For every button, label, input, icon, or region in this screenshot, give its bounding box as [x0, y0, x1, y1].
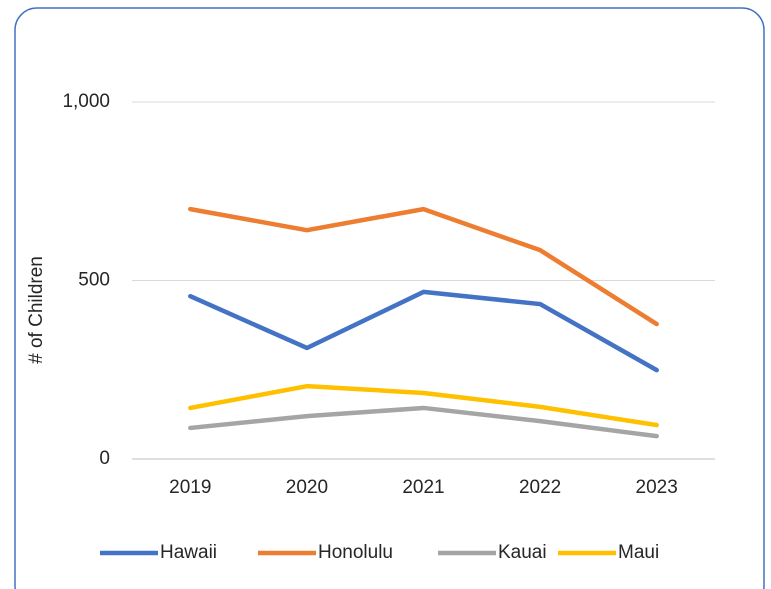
- x-tick-label: 2019: [169, 477, 211, 498]
- x-tick-label: 2020: [286, 477, 328, 498]
- legend-label: Maui: [618, 542, 659, 563]
- y-axis-label: # of Children: [26, 256, 47, 364]
- data-line: [188, 289, 659, 373]
- legend-label: Honolulu: [318, 542, 393, 563]
- chart-border: [14, 7, 765, 589]
- legend-label: Hawaii: [160, 542, 217, 563]
- legend-label: Kauai: [498, 542, 547, 563]
- data-line: [188, 383, 659, 428]
- x-tick-label: 2022: [519, 477, 561, 498]
- data-line: [188, 206, 659, 327]
- x-tick-label: 2021: [402, 477, 444, 498]
- data-line: [188, 405, 659, 439]
- y-tick-label: 0: [99, 448, 110, 469]
- y-tick-label: 500: [78, 270, 110, 291]
- x-tick-label: 2023: [636, 477, 678, 498]
- y-tick-label: 1,000: [62, 91, 110, 112]
